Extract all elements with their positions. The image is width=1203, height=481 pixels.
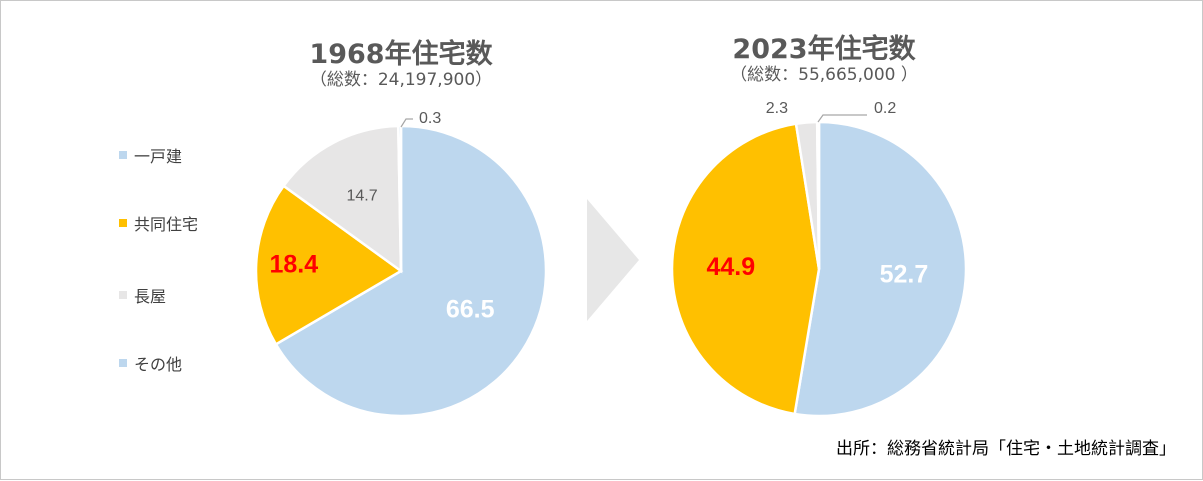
chart-title-2023: 2023年住宅数 — [732, 34, 916, 65]
transition-arrow — [587, 199, 639, 321]
pie-slice-2023-apartment — [670, 122, 821, 416]
pie-slice-1968-detached — [274, 124, 548, 418]
data-label-2023-detached: 52.7 — [880, 261, 929, 289]
chart-subtitle-2023: （総数：55,665,000 ） — [730, 65, 918, 85]
legend-item-apartment: 共同住宅 — [119, 213, 199, 234]
legend-label-detached: 一戸建 — [134, 147, 183, 166]
chart-subtitle-1968: （総数：24,197,900） — [309, 70, 493, 90]
pie-slice-1968-apartment — [254, 184, 404, 346]
data-label-2023-other: 0.2 — [874, 100, 896, 117]
pie-slice-1968-rowhouse — [281, 124, 403, 274]
legend-swatch-detached — [119, 151, 127, 159]
leader-line-2023-other — [817, 114, 867, 123]
legend-label-rowhouse: 長屋 — [134, 287, 167, 306]
data-label-2023-apartment: 44.9 — [706, 253, 755, 281]
legend-swatch-rowhouse — [119, 291, 127, 299]
chart-title-1968: 1968年住宅数 — [309, 39, 493, 70]
data-label-1968-apartment: 18.4 — [269, 250, 318, 278]
legend-item-detached: 一戸建 — [119, 145, 183, 166]
legend-item-rowhouse: 長屋 — [119, 285, 167, 306]
data-label-1968-detached: 66.5 — [446, 295, 495, 323]
legend-label-apartment: 共同住宅 — [134, 215, 199, 234]
source-note: 出所：総務省統計局「住宅・土地統計調査」 — [836, 439, 1176, 459]
legend-swatch-apartment — [119, 219, 127, 227]
leader-line-1968-other — [400, 118, 413, 128]
data-label-1968-other: 0.3 — [419, 110, 441, 127]
data-label-1968-rowhouse: 14.7 — [347, 188, 378, 205]
legend-swatch-other — [119, 359, 127, 367]
data-label-2023-rowhouse: 2.3 — [766, 100, 788, 117]
legend-item-other: その他 — [119, 353, 183, 374]
legend-label-other: その他 — [134, 355, 183, 374]
pie-slice-2023-detached — [793, 120, 968, 418]
